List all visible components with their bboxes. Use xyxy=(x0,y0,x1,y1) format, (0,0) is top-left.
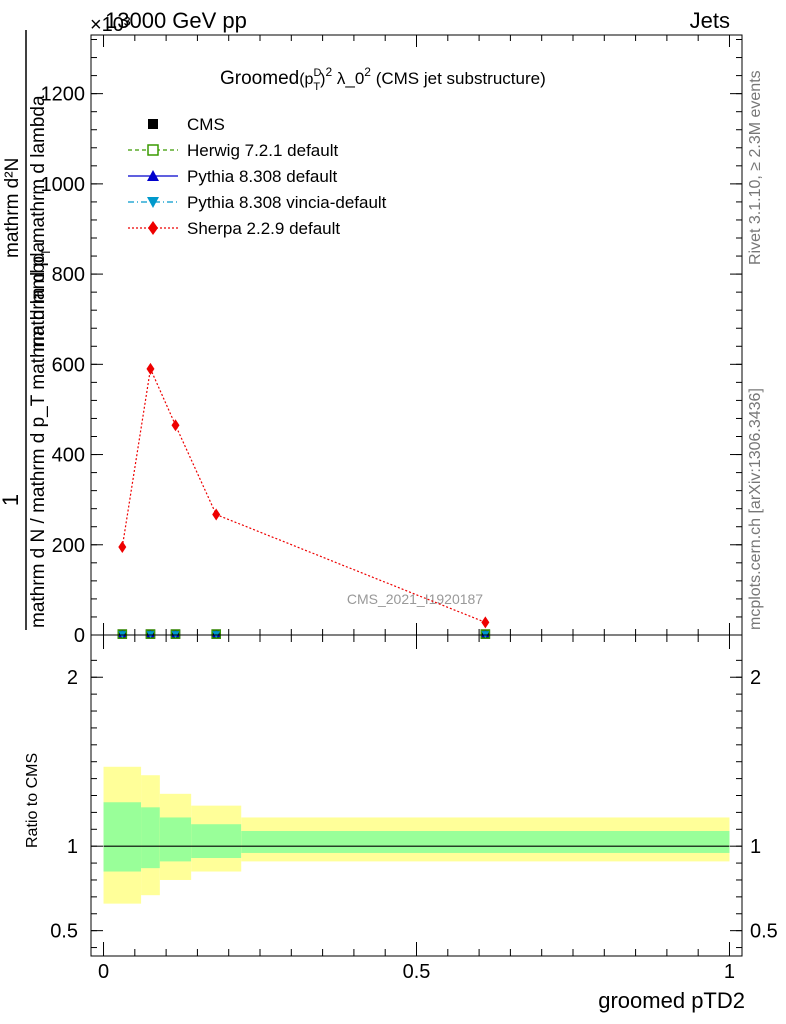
plot-title-close: ) xyxy=(320,71,325,88)
main-ytick-label: 400 xyxy=(52,445,85,467)
plot-title-sup2b: 2 xyxy=(364,65,371,79)
sherpa-point xyxy=(481,616,490,629)
ylabel-numerator-lower: mathrm d pT mathrm d lambda xyxy=(28,95,53,352)
legend-sherpa: Sherpa 2.2.9 default xyxy=(128,219,340,238)
ratio-y-label: Ratio to CMS xyxy=(24,753,41,848)
ylabel-denominator: mathrm d N / mathrm d p_T mathrm d lambd… xyxy=(28,241,49,628)
ratio-xtick-label: 0.5 xyxy=(403,961,431,983)
mcplots-label: mcplots.cern.ch [arXiv:1306.3436] xyxy=(747,388,764,630)
main-y-axis-label: 1 mathrm d N / mathrm d p_T mathrm d lam… xyxy=(0,30,53,630)
legend-label: Herwig 7.2.1 default xyxy=(187,141,338,160)
legend-label: Pythia 8.308 default xyxy=(187,167,338,186)
main-plot: 0 200 400 600 800 1000 1200 CMS_2021_I1920187 xyxy=(41,34,743,647)
x-axis-label: groomed pTD2 xyxy=(598,988,745,1013)
main-ytick-label: 1200 xyxy=(41,84,86,106)
legend-marker xyxy=(148,119,158,129)
legend-marker xyxy=(147,144,159,156)
sherpa-point xyxy=(212,508,221,521)
main-y-ticks: 0 200 400 600 800 1000 1200 xyxy=(41,39,742,647)
main-ytick-label: 0 xyxy=(74,625,85,647)
ratio-ytick-label-right: 0.5 xyxy=(750,921,778,943)
ylabel-sub-t: T xyxy=(39,248,53,256)
ratio-ytick-label: 1 xyxy=(67,836,78,858)
ratio-ytick-label: 2 xyxy=(67,667,78,689)
ratio-band-inner xyxy=(103,802,142,872)
plot-title-sup-d: D xyxy=(313,67,321,79)
ratio-ytick-label-right: 1 xyxy=(750,836,761,858)
header-jets: Jets xyxy=(690,8,730,33)
ratio-band-inner xyxy=(241,830,730,853)
ylabel-numerator: mathrm d²N xyxy=(2,158,23,258)
plot-title-p: (p xyxy=(299,71,313,88)
main-x-ticks xyxy=(103,35,730,635)
plot-title-sub-t: T xyxy=(313,81,320,93)
legend-cms: CMS xyxy=(148,115,225,134)
ratio-xtick-label: 1 xyxy=(724,961,735,983)
legend: CMS Herwig 7.2.1 default Pythia 8.308 defa… xyxy=(128,115,387,238)
ratio-ytick-label: 0.5 xyxy=(50,921,78,943)
legend-marker xyxy=(148,221,158,235)
sherpa-line xyxy=(121,366,486,623)
legend-label: Sherpa 2.2.9 default xyxy=(187,219,340,238)
ratio-band-inner xyxy=(141,807,160,869)
plot-title-suffix: (CMS jet substructure) xyxy=(371,69,546,88)
legend-herwig: Herwig 7.2.1 default xyxy=(128,141,338,160)
main-ytick-label: 200 xyxy=(52,535,85,557)
legend-pythia: Pythia 8.308 default xyxy=(128,167,338,186)
main-ytick-label: 1000 xyxy=(41,174,86,196)
plot-title-lambda: λ_0 xyxy=(332,69,364,88)
main-ytick-label: 800 xyxy=(52,264,85,286)
ratio-band-inner xyxy=(159,817,192,862)
legend-label: Pythia 8.308 vincia-default xyxy=(187,193,387,212)
ylabel-one: 1 xyxy=(0,494,23,506)
ratio-xtick-label: 0 xyxy=(98,961,109,983)
ratio-band-inner xyxy=(191,824,242,859)
legend-marker xyxy=(147,197,159,208)
plot-title: Groomed(pD T)2 λ_02 (CMS jet substructure… xyxy=(220,65,546,93)
header-energy: 13000 GeV pp xyxy=(105,8,247,33)
sherpa-point xyxy=(118,541,127,554)
sherpa-point xyxy=(171,419,180,432)
main-markers xyxy=(117,362,491,639)
plot-title-sup2: 2 xyxy=(325,65,332,79)
watermark: CMS_2021_I1920187 xyxy=(347,591,483,607)
ylabel-dp: mathrm d p xyxy=(28,256,49,352)
ratio-ytick-label-right: 2 xyxy=(750,667,761,689)
exponent-label: ×10³ xyxy=(90,14,131,36)
ratio-plot: 0.5 0.5 1 1 2 2 0 0.5 1 Ratio to CMS groomed pTD… xyxy=(24,634,778,1013)
legend-vincia: Pythia 8.308 vincia-default xyxy=(128,193,387,212)
rivet-label: Rivet 3.1.10, ≥ 2.3M events xyxy=(747,70,764,265)
legend-label: CMS xyxy=(187,115,225,134)
main-ytick-label: 600 xyxy=(52,354,85,376)
sherpa-point xyxy=(146,362,155,375)
plot-title-prefix: Groomed xyxy=(220,68,299,89)
ylabel-dlambda: mathrm d lambda xyxy=(28,95,49,249)
ratio-ticks: 0.5 0.5 1 1 2 2 0 0.5 1 xyxy=(50,635,778,983)
legend-marker xyxy=(147,170,159,181)
ratio-bands xyxy=(103,766,730,904)
